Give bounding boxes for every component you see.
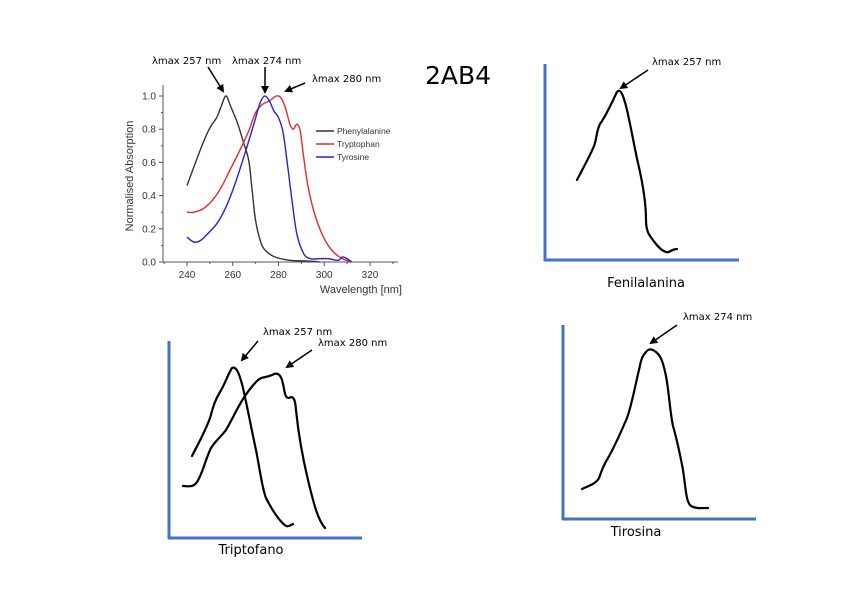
sketch-fenilalanina: λmax 257 nm Fenilalanina [543,57,739,291]
sketch-caption: Triptofano [217,543,283,558]
arrow-icon [649,324,678,345]
sketch-annotation: λmax 280 nm [318,338,387,349]
sketch-annotation: λmax 257 nm [263,327,332,338]
sketch-curve-phenylalanine [190,366,295,528]
legend-label-phenylalanine: Phenylalanine [337,126,391,136]
annotation-phe-max: λmax 257 nm [152,56,221,67]
y-tick-label: 0.4 [142,191,156,202]
sketch-annotation: λmax 274 nm [683,312,752,323]
sketch-curve-tyrosine [580,348,710,510]
legend: Phenylalanine Tryptophan Tyrosine [316,126,391,162]
x-tick-labels: 240 260 280 300 320 [179,270,379,281]
series-line-phenylalanine [186,95,320,263]
y-tick-label: 0.8 [142,125,156,136]
arrow-icon [240,340,259,362]
annotation-tyr-max: λmax 274 nm [232,56,301,67]
arrow-icon [207,66,225,93]
series-line-tyrosine [186,95,353,263]
sketch-triptofano: λmax 257 nm λmax 280 nm Triptofano [167,327,387,558]
y-tick-label: 1.0 [142,92,156,103]
y-tick-label: 0.6 [142,158,156,169]
sketch-tirosina: λmax 274 nm Tirosina [561,312,756,540]
series-lines [186,95,353,263]
sketch-curve-tryptophan [181,372,327,530]
chart-axes [159,85,398,266]
series-line-tryptophan [186,95,352,263]
arrow-icon [284,82,306,93]
absorption-spectrum-chart: 240 260 280 300 320 0.0 0.2 0.4 0.6 0.8 1.0 Wavel… [124,56,402,296]
slide-title: 2AB4 [425,61,491,90]
legend-label-tyrosine: Tyrosine [337,152,369,162]
sketch-curve-phenylalanine [575,89,679,254]
x-tick-label: 240 [179,270,196,281]
y-tick-label: 0.2 [142,224,156,235]
y-axis-label: Normalised Absorption [124,121,136,232]
arrow-icon [619,69,649,90]
sketch-caption: Fenilalanina [607,276,685,291]
annotation-trp-max: λmax 280 nm [312,74,381,85]
arrow-icon [285,349,313,369]
legend-label-tryptophan: Tryptophan [337,139,380,149]
sketch-annotation: λmax 257 nm [652,57,721,68]
x-tick-label: 280 [270,270,287,281]
x-tick-label: 260 [224,270,241,281]
sketch-caption: Tirosina [610,525,662,540]
x-axis-label: Wavelength [nm] [320,284,402,296]
x-tick-label: 320 [362,270,379,281]
y-tick-labels: 0.0 0.2 0.4 0.6 0.8 1.0 [142,92,156,269]
y-tick-label: 0.0 [142,258,156,269]
x-tick-label: 300 [316,270,333,281]
